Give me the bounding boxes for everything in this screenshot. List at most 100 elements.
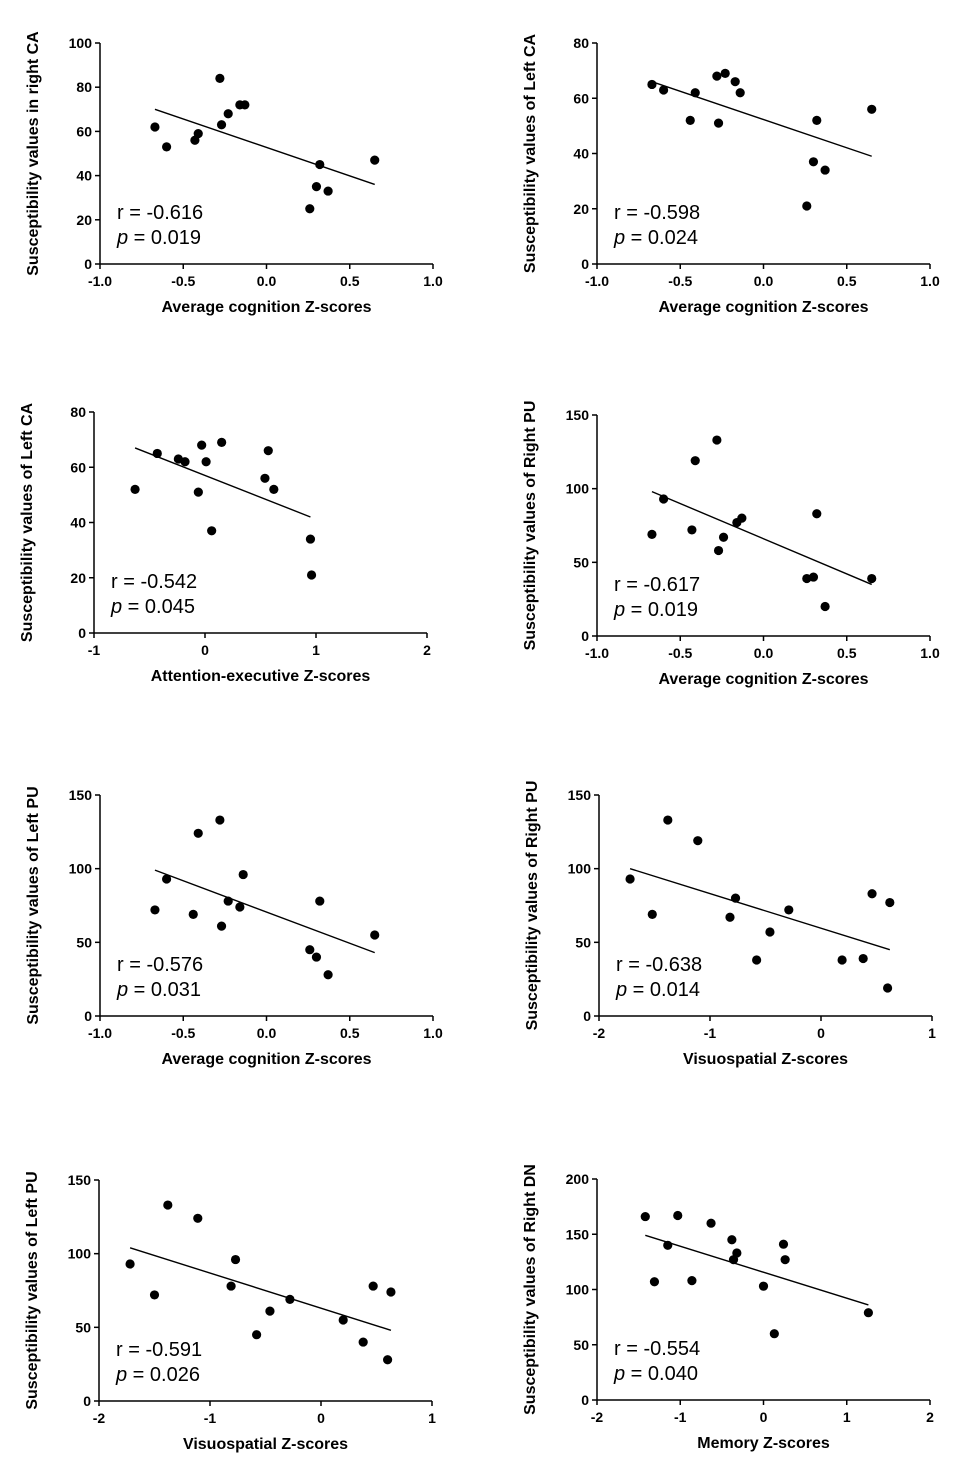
y-axis-label: Susceptibility values of Right DN: [522, 1164, 539, 1415]
data-point: [867, 573, 877, 584]
y-tick-label: 0: [583, 1008, 591, 1024]
data-point: [867, 889, 877, 899]
y-tick-label: 0: [581, 256, 589, 272]
data-point: [260, 473, 270, 483]
data-point: [323, 970, 333, 980]
chart-panel-5: 0 50 100 150 -1.0 -0.5 0.0 0.5 1.0 Average cognit…: [25, 786, 443, 1068]
y-tick-label: 150: [68, 1172, 92, 1188]
r-value-label: r = -0.638: [616, 954, 702, 976]
x-tick-label: 1.0: [423, 273, 443, 289]
data-point: [732, 1248, 742, 1258]
y-tick-label: 0: [78, 625, 86, 641]
data-point: [685, 115, 695, 125]
y-axis-label: Susceptibility values of Right PU: [522, 401, 539, 651]
y-tick-label: 100: [69, 35, 93, 51]
x-tick-label: 1.0: [920, 273, 940, 289]
data-point: [693, 836, 703, 846]
x-tick-label: 1: [312, 642, 320, 658]
p-symbol: p: [613, 599, 625, 621]
regression-line: [651, 81, 872, 157]
data-point: [718, 532, 729, 542]
data-point: [358, 1337, 368, 1347]
data-point: [737, 513, 747, 523]
regression-line: [629, 867, 891, 951]
data-point: [285, 1294, 295, 1304]
data-point: [305, 534, 316, 544]
y-tick-label: 150: [566, 407, 590, 423]
data-point: [150, 122, 160, 132]
p-symbol: p: [116, 979, 128, 1001]
regression-line: [154, 869, 375, 954]
data-point: [713, 118, 724, 128]
p-value-label: p = 0.045: [110, 596, 195, 618]
y-tick-label: 100: [568, 861, 592, 877]
regression-line: [645, 1234, 869, 1306]
x-tick-label: -2: [593, 1025, 606, 1041]
p-value-label: p = 0.040: [613, 1363, 698, 1385]
data-point: [885, 897, 895, 908]
data-point: [238, 869, 248, 880]
p-symbol: p: [615, 979, 627, 1001]
chart-panel-8: 0 50 100 150 200 -2 -1 0 1 2 Memory Z-scores Suscep…: [522, 1164, 934, 1452]
data-point: [193, 487, 203, 497]
data-point: [640, 1211, 650, 1222]
data-point: [706, 1218, 716, 1228]
data-point: [720, 68, 730, 78]
data-point: [305, 945, 315, 955]
chart-panel-6: 0 50 100 150 -2 -1 0 1 Visuospatial Z-scores Susc…: [524, 781, 936, 1068]
x-axis-label: Visuospatial Z-scores: [183, 1436, 348, 1453]
y-tick-label: 0: [84, 1008, 92, 1024]
data-point: [269, 484, 279, 494]
data-point: [712, 71, 722, 81]
data-point: [338, 1315, 348, 1325]
data-point: [758, 1281, 769, 1291]
x-tick-label: -0.5: [171, 273, 195, 289]
data-point: [820, 165, 830, 175]
x-tick-label: 0.5: [837, 645, 857, 661]
y-tick-label: 150: [69, 787, 93, 803]
data-point: [370, 930, 380, 940]
x-tick-label: 1: [843, 1409, 851, 1425]
p-value-label: p = 0.024: [613, 227, 698, 249]
data-point: [649, 1277, 660, 1287]
y-tick-label: 40: [76, 168, 92, 184]
data-point: [858, 953, 868, 964]
x-tick-label: 0.0: [754, 645, 774, 661]
p-value: = 0.026: [127, 1364, 200, 1386]
x-tick-label: 1: [928, 1025, 936, 1041]
chart-panel-1: 0 20 40 60 80 100 -1.0 -0.5 0.0 0.5 1.0 Average cog…: [25, 31, 443, 316]
regression-line: [134, 447, 311, 518]
y-tick-label: 200: [566, 1171, 590, 1187]
p-value: = 0.019: [128, 227, 201, 249]
y-tick-label: 100: [566, 1282, 590, 1298]
x-tick-label: 0.5: [340, 1025, 360, 1041]
data-point: [162, 874, 172, 884]
y-tick-label: 100: [68, 1246, 92, 1262]
data-point: [383, 1355, 393, 1365]
y-axis-label: Susceptibility values of Left PU: [24, 1171, 41, 1409]
x-tick-label: 0: [317, 1410, 325, 1426]
data-point: [216, 921, 227, 931]
x-axis-label: Average cognition Z-scores: [658, 299, 868, 316]
y-tick-label: 50: [76, 934, 92, 950]
data-point: [812, 115, 822, 125]
data-point: [162, 142, 172, 152]
y-tick-label: 150: [566, 1226, 590, 1242]
x-tick-label: -0.5: [668, 645, 692, 661]
data-point: [152, 448, 162, 459]
data-point: [149, 1290, 160, 1300]
data-point: [730, 77, 740, 87]
data-point: [305, 204, 315, 214]
data-point: [223, 109, 233, 119]
y-axis-label: Susceptibility values of Left CA: [19, 402, 36, 642]
x-axis-label: Visuospatial Z-scores: [683, 1051, 848, 1068]
data-point: [323, 186, 333, 196]
data-point: [802, 201, 812, 211]
data-point: [730, 893, 741, 903]
data-point: [752, 955, 762, 965]
r-value-label: r = -0.554: [614, 1338, 700, 1360]
y-tick-label: 100: [566, 481, 590, 497]
data-point: [659, 85, 669, 95]
data-point: [180, 457, 190, 467]
r-value-label: r = -0.598: [614, 202, 700, 224]
